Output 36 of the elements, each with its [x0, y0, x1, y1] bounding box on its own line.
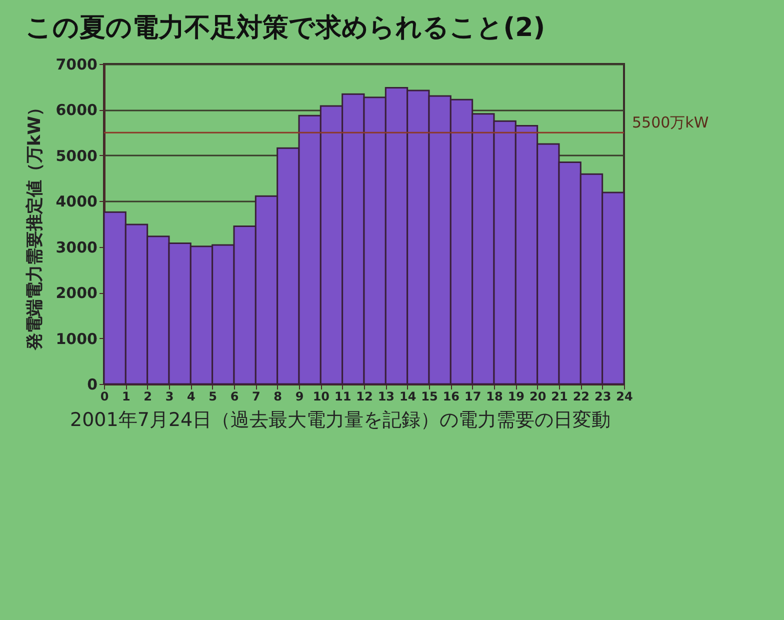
- x-tick-label: 1: [122, 390, 130, 404]
- x-tick-label: 3: [165, 390, 174, 404]
- x-tick-label: 23: [594, 390, 612, 404]
- x-tick-label: 19: [508, 390, 525, 404]
- x-tick-label: 10: [312, 390, 330, 404]
- x-tick-label: 12: [356, 390, 373, 404]
- x-tick-label: 24: [616, 390, 633, 404]
- x-tick-label: 13: [378, 390, 395, 404]
- x-tick-label: 4: [186, 390, 196, 404]
- x-tick-label: 14: [399, 390, 416, 404]
- x-tick-label: 11: [334, 390, 352, 404]
- x-tick-label: 17: [464, 390, 482, 404]
- text: 2001年7月24日（過去最大電力量を記録）の電力需要の日変動: [70, 408, 612, 433]
- x-tick-label: 6: [230, 390, 239, 404]
- x-tick-label: 8: [274, 390, 282, 404]
- ref-line-label: 5500万kW: [632, 114, 709, 132]
- x-tick-label: 20: [529, 390, 546, 404]
- y-tick-label: 5000: [56, 146, 98, 165]
- x-tick-label: 22: [572, 390, 590, 404]
- y-axis-title: 発電端電力需要推定値（万kW）: [24, 98, 45, 352]
- x-tick-label: 16: [442, 390, 460, 404]
- y-tick-label: 7000: [56, 56, 98, 74]
- x-tick-label: 15: [421, 390, 438, 404]
- y-tick-label: 2000: [56, 284, 98, 302]
- y-tick-label: 1000: [56, 330, 98, 348]
- y-tick-label: 3000: [56, 238, 98, 256]
- chart-title: この夏の電力不足対策で求められること(2): [25, 13, 546, 43]
- x-tick-label: 2: [144, 390, 152, 404]
- y-tick-label: 4000: [56, 192, 98, 211]
- x-tick-label: 0: [100, 390, 109, 404]
- x-tick-label: 7: [252, 390, 260, 404]
- x-tick-label: 5: [208, 390, 218, 404]
- y-tick-label: 6000: [56, 101, 98, 120]
- x-tick-label: 18: [486, 390, 503, 404]
- x-tick-label: 21: [551, 390, 568, 404]
- x-tick-label: 9: [295, 390, 304, 404]
